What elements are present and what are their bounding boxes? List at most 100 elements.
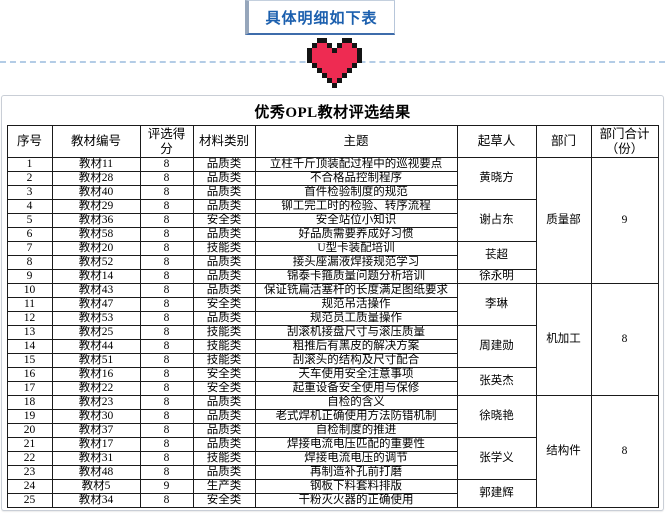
cell-material-id: 教材37 [51,423,141,438]
cell-score: 9 [139,479,194,494]
heart-icon [307,38,362,88]
cell-category: 技能类 [192,353,256,368]
cell-category: 安全类 [192,297,256,312]
cell-material-id: 教材28 [51,171,141,186]
cell-material-id: 教材11 [51,157,141,172]
cell-department: 机加工 [535,283,592,396]
table-row: 22 教材31 8 技能类 焊接电流电压的调节 [6,451,658,466]
column-header-5: 起草人 [456,125,537,158]
cell-subject: 天车使用安全注意事项 [254,367,458,382]
column-header-4: 主题 [254,125,458,158]
cell-category: 品质类 [192,199,256,214]
column-header-2: 评选得分 [139,125,194,158]
cell-score: 8 [139,381,194,396]
table-row: 14 教材44 8 技能类 粗推后有黑皮的解决方案 [6,339,658,354]
cell-category: 生产类 [192,479,256,494]
table-row: 21 教材17 8 品质类 焊接电流电压匹配的重要性 张学义 [6,437,658,480]
cell-material-id: 教材30 [51,409,141,424]
table-row: 12 教材53 8 品质类 规范员工质量操作 [6,311,658,326]
cell-material-id: 教材43 [51,283,141,298]
cell-drafter: 张学义 [456,437,537,480]
cell-subject: 首件检验制度的规范 [254,185,458,200]
cell-index: 14 [6,339,53,354]
cell-drafter: 谢占东 [456,199,537,242]
cell-subject: 刮滚机接盘尺寸与滚压质量 [254,325,458,340]
cell-subject: 不合格品控制程序 [254,171,458,186]
cell-category: 品质类 [192,269,256,284]
heart-pixels [307,38,312,43]
cell-score: 8 [139,241,194,256]
cell-material-id: 教材36 [51,213,141,228]
cell-index: 18 [6,395,53,410]
cell-category: 品质类 [192,395,256,410]
cell-category: 品质类 [192,437,256,452]
table-row: 20 教材37 8 品质类 自检制度的推进 [6,423,658,438]
cell-material-id: 教材44 [51,339,141,354]
cell-subject: U型卡装配培训 [254,241,458,256]
cell-score: 8 [139,199,194,214]
table-row: 19 教材30 8 品质类 老式焊机正确使用方法防错机制 [6,409,658,424]
cell-index: 4 [6,199,53,214]
cell-index: 5 [6,213,53,228]
table-row: 17 教材22 8 安全类 起重设备安全使用与保修 [6,381,658,396]
cell-subject: 好品质需要养成好习惯 [254,227,458,242]
cell-index: 6 [6,227,53,242]
cell-index: 23 [6,465,53,480]
cell-score: 8 [139,493,194,508]
table-row: 23 教材48 8 品质类 再制造补孔前打磨 [6,465,658,480]
cell-category: 技能类 [192,339,256,354]
cell-department: 结构件 [535,395,592,508]
cell-material-id: 教材52 [51,255,141,270]
cell-department-total: 9 [590,157,659,284]
table-row: 10 教材43 8 品质类 保证铣扁活塞杆的长度满足图纸要求 李琳 机加工 8 [6,283,659,396]
cell-index: 8 [6,255,53,270]
cell-material-id: 教材22 [51,381,141,396]
cell-subject: 焊接电流电压的调节 [254,451,458,466]
table-row: 25 教材34 8 安全类 干粉灭火器的正确使用 [6,493,658,508]
cell-material-id: 教材58 [51,227,141,242]
cell-score: 8 [139,367,194,382]
table-title: 优秀OPL教材评选结果 [254,105,411,121]
cell-index: 19 [6,409,53,424]
cell-material-id: 教材34 [51,493,141,508]
cell-score: 8 [139,353,194,368]
cell-score: 8 [139,409,194,424]
cell-department: 质量部 [535,157,592,284]
cell-drafter: 张英杰 [456,367,537,396]
dashed-divider [0,61,665,63]
cell-subject: 焊接电流电压匹配的重要性 [254,437,458,452]
cell-index: 25 [6,493,53,508]
table-row: 6 教材58 8 品质类 好品质需要养成好习惯 [6,227,658,242]
cell-department-total: 8 [590,283,659,396]
cell-department-total: 8 [590,395,659,508]
column-header-6: 部门 [535,125,592,158]
cell-material-id: 教材29 [51,199,141,214]
cell-score: 8 [139,325,194,340]
cell-subject: 规范吊活操作 [254,297,458,312]
table-row: 1 教材11 8 品质类 立柱千斤顶装配过程中的巡视要点 黄晓方 质量部 9 [6,157,659,284]
column-header-7: 部门合计 （份） [590,125,659,158]
cell-index: 1 [6,157,53,172]
cell-material-id: 教材16 [51,367,141,382]
callout-box: 具体明细如下表 [245,0,395,35]
cell-index: 20 [6,423,53,438]
table-row: 9 教材14 8 品质类 锦泰卡箍质量问题分析培训 徐永明 [6,269,658,284]
cell-score: 8 [139,465,194,480]
cell-score: 8 [139,227,194,242]
cell-index: 16 [6,367,53,382]
cell-index: 10 [6,283,53,298]
cell-score: 8 [139,395,194,410]
cell-subject: 再制造补孔前打磨 [254,465,458,480]
opl-results-table: 序号 教材编号 评选得分 材料类别 主题 起草人 部门 部门合计 （份） 1 教材11 8 品质类立… [6,125,659,508]
cell-material-id: 教材40 [51,185,141,200]
table-row: 24 教材5 9 生产类 钢板下料套料排版 郭建辉 [6,479,658,508]
cell-subject: 接头座漏液焊接规范学习 [254,255,458,270]
table-row: 5 教材36 8 安全类 安全站位小知识 [6,213,658,228]
cell-category: 品质类 [192,409,256,424]
cell-category: 安全类 [192,381,256,396]
cell-subject: 锦泰卡箍质量问题分析培训 [254,269,458,284]
cell-subject: 老式焊机正确使用方法防错机制 [254,409,458,424]
cell-index: 12 [6,311,53,326]
cell-subject: 钢板下料套料排版 [254,479,458,494]
